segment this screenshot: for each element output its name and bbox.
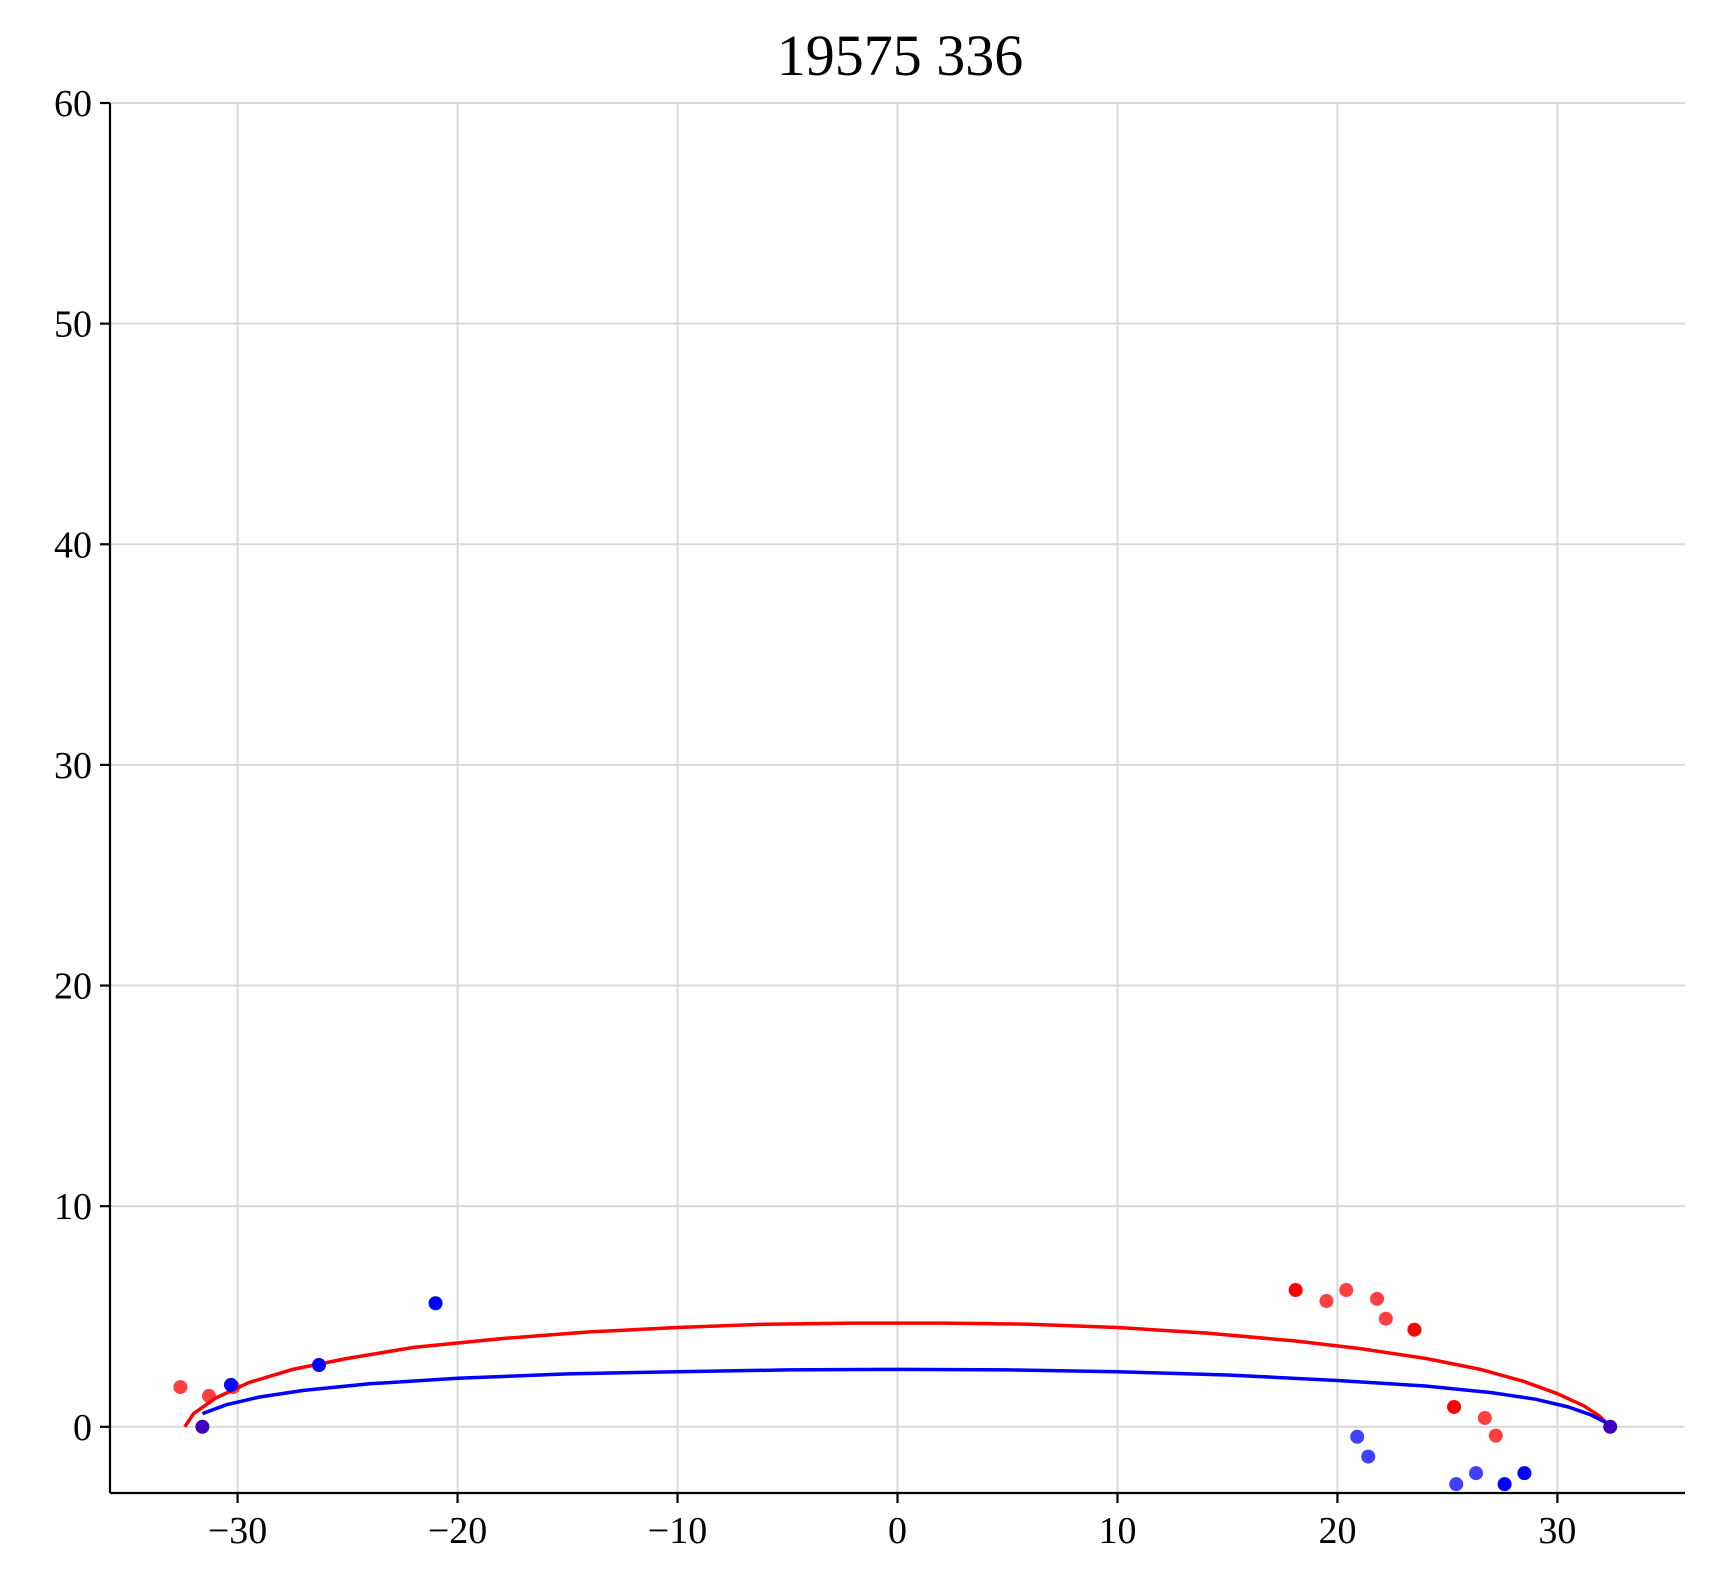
data-point <box>1319 1294 1334 1309</box>
y-tick-label: 60 <box>54 83 92 125</box>
fit-curve <box>201 1367 1607 1424</box>
data-point <box>1449 1477 1464 1492</box>
data-point <box>1488 1428 1503 1443</box>
y-tick-label: 20 <box>54 966 92 1008</box>
data-point <box>1469 1466 1484 1481</box>
data-point <box>1447 1399 1462 1414</box>
x-tick-label: −10 <box>648 1510 707 1552</box>
data-point <box>1603 1419 1618 1434</box>
data-point <box>1477 1410 1492 1425</box>
data-point <box>1370 1291 1385 1306</box>
x-tick-label: −30 <box>208 1510 267 1552</box>
x-tick-label: −20 <box>428 1510 487 1552</box>
data-point <box>195 1419 210 1434</box>
data-point <box>1497 1477 1512 1492</box>
data-point <box>1288 1283 1303 1298</box>
chart-title: 19575 336 <box>777 23 1024 88</box>
data-point <box>1517 1466 1532 1481</box>
data-point <box>311 1358 326 1373</box>
data-point <box>1361 1449 1376 1464</box>
axes: −30 −20 −10 0 10 20 30 0 10 20 30 40 50 60 <box>54 83 1685 1552</box>
data-point <box>223 1377 238 1392</box>
data-point <box>1350 1429 1365 1444</box>
data-point <box>1407 1322 1422 1337</box>
data-points <box>173 1283 1618 1492</box>
x-tick-label: 30 <box>1538 1510 1576 1552</box>
grid <box>110 102 1685 1493</box>
x-tick-label: 0 <box>888 1510 907 1552</box>
data-point <box>1339 1283 1354 1298</box>
data-point <box>201 1388 216 1403</box>
y-tick-label: 10 <box>54 1186 92 1228</box>
y-tick-label: 0 <box>73 1407 92 1449</box>
data-point <box>428 1296 443 1311</box>
x-tick-label: 10 <box>1098 1510 1136 1552</box>
fit-curve <box>183 1321 1610 1428</box>
fit-curves <box>183 1321 1610 1428</box>
y-tick-label: 30 <box>54 745 92 787</box>
data-point <box>173 1380 188 1395</box>
x-tick-label: 20 <box>1318 1510 1356 1552</box>
y-tick-label: 40 <box>54 524 92 566</box>
y-tick-label: 50 <box>54 304 92 346</box>
data-point <box>1378 1311 1393 1326</box>
